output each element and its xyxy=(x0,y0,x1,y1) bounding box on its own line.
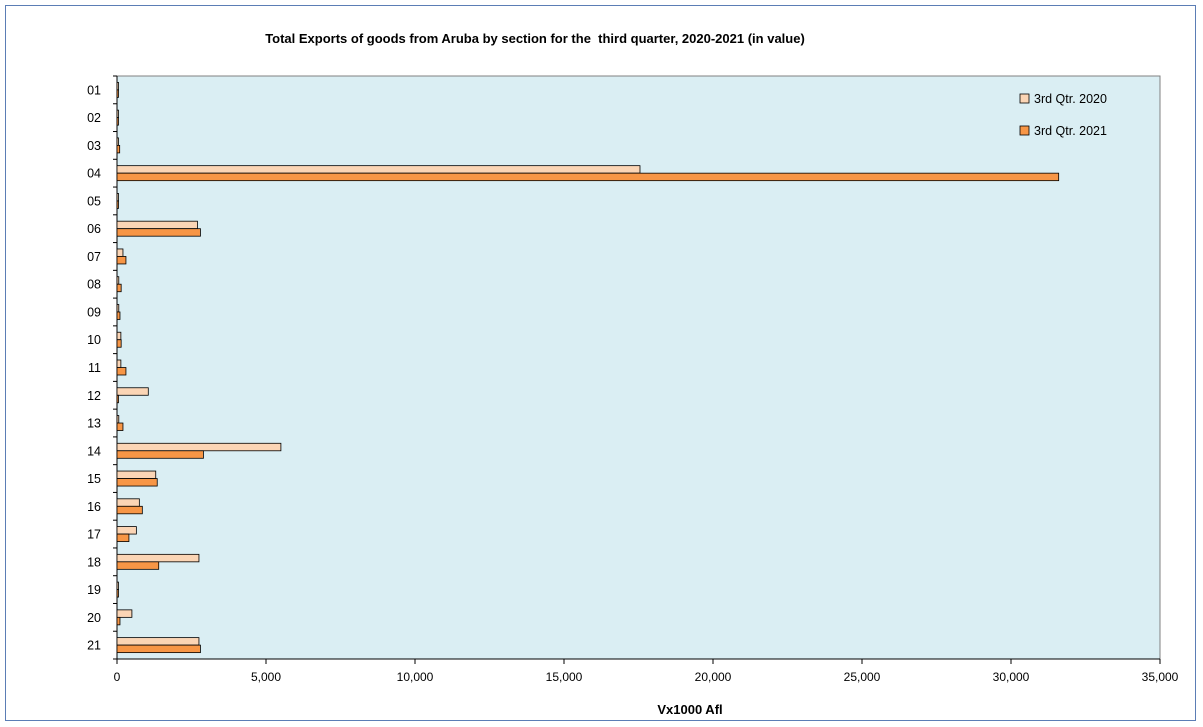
bar-2020 xyxy=(116,165,641,174)
x-axis-title: Vx1000 Afl xyxy=(657,702,723,717)
bar-2021 xyxy=(116,256,127,265)
bar-2020 xyxy=(116,581,119,590)
y-tick-label: 10 xyxy=(87,333,101,347)
x-tick-label: 25,000 xyxy=(844,670,881,684)
legend-swatch xyxy=(1019,93,1030,104)
y-tick-label: 02 xyxy=(87,111,101,125)
bar-2021 xyxy=(116,367,127,376)
legend-label: 3rd Qtr. 2020 xyxy=(1034,92,1107,106)
y-tick-label: 21 xyxy=(87,639,101,653)
bar-2021 xyxy=(116,422,124,431)
bar-2020 xyxy=(116,387,149,396)
y-tick-label: 04 xyxy=(87,167,101,181)
bar-2021 xyxy=(116,145,121,154)
bar-2020 xyxy=(116,415,120,424)
y-tick-label: 13 xyxy=(87,417,101,431)
y-tick-label: 06 xyxy=(87,222,101,236)
x-tick-label: 30,000 xyxy=(993,670,1030,684)
y-tick-label: 20 xyxy=(87,611,101,625)
bar-2020 xyxy=(116,248,124,257)
bar-2021 xyxy=(116,478,158,487)
legend-swatch xyxy=(1019,125,1030,136)
bar-2021 xyxy=(116,228,201,237)
y-tick-label: 09 xyxy=(87,305,101,319)
bar-2020 xyxy=(116,442,282,452)
y-tick-label: 08 xyxy=(87,278,101,292)
bar-2020 xyxy=(116,276,120,285)
x-tick-label: 5,000 xyxy=(251,670,281,684)
bar-2020 xyxy=(116,470,157,479)
x-tick-label: 10,000 xyxy=(397,670,434,684)
bar-2020 xyxy=(116,220,198,230)
y-tick-label: 01 xyxy=(87,83,101,97)
bar-2020 xyxy=(116,137,119,146)
bar-2021 xyxy=(116,561,160,570)
bar-2021 xyxy=(116,644,201,654)
bar-2020 xyxy=(116,637,200,646)
x-tick-label: 0 xyxy=(114,670,121,684)
y-tick-label: 05 xyxy=(87,194,101,208)
x-tick-label: 20,000 xyxy=(695,670,732,684)
bar-2021 xyxy=(116,200,119,209)
bar-2021 xyxy=(116,89,119,98)
bar-2021 xyxy=(116,533,130,542)
chart-title: Total Exports of goods from Aruba by sec… xyxy=(265,31,805,46)
bar-2021 xyxy=(116,117,119,126)
bar-2020 xyxy=(116,359,122,368)
y-tick-label: 15 xyxy=(87,472,101,486)
x-tick-label: 15,000 xyxy=(546,670,583,684)
bar-2021 xyxy=(116,589,119,598)
bar-2021 xyxy=(116,339,122,348)
bar-2020 xyxy=(116,193,119,202)
x-tick-label: 35,000 xyxy=(1142,670,1179,684)
bar-2020 xyxy=(116,553,200,563)
plot-area xyxy=(116,75,1161,660)
legend-label: 3rd Qtr. 2021 xyxy=(1034,124,1107,138)
bar-2020 xyxy=(116,609,133,618)
bar-2021 xyxy=(116,172,1060,182)
y-tick-label: 16 xyxy=(87,500,101,514)
y-tick-label: 18 xyxy=(87,555,101,569)
y-tick-label: 11 xyxy=(88,361,101,375)
y-tick-label: 19 xyxy=(87,583,101,597)
bar-2021 xyxy=(116,616,121,626)
bar-2021 xyxy=(116,283,122,293)
bar-2020 xyxy=(116,526,137,535)
bar-2021 xyxy=(116,394,119,404)
bar-2020 xyxy=(116,304,120,313)
y-tick-label: 03 xyxy=(87,139,101,153)
bar-2021 xyxy=(116,450,204,459)
bar-2021 xyxy=(116,311,121,320)
bar-2020 xyxy=(116,331,122,341)
y-tick-label: 12 xyxy=(87,389,101,403)
y-tick-label: 14 xyxy=(87,444,101,458)
y-tick-label: 07 xyxy=(87,250,101,264)
y-tick-label: 17 xyxy=(87,528,101,542)
bar-2020 xyxy=(116,498,140,507)
bar-2020 xyxy=(116,81,119,91)
bar-2020 xyxy=(116,109,119,119)
bar-2021 xyxy=(116,505,143,515)
